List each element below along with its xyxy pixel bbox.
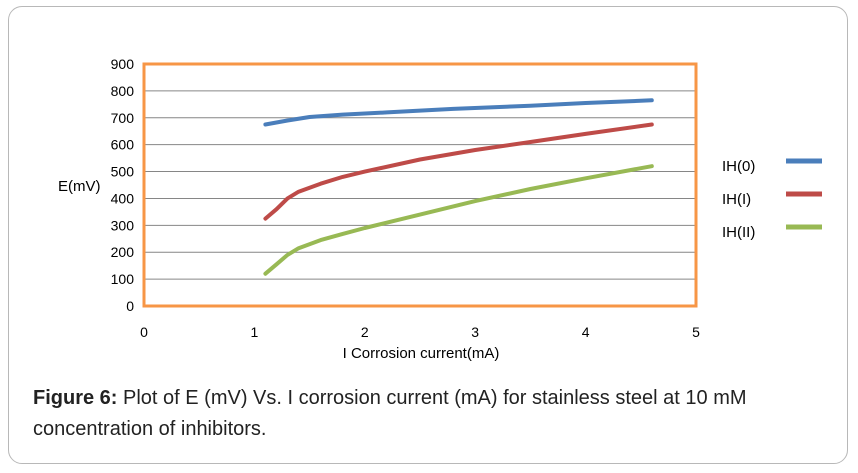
series-lines [263, 98, 654, 276]
x-tick-label: 2 [361, 324, 369, 340]
legend-label: IH(0) [722, 158, 755, 175]
y-axis-label: E(mV) [58, 178, 101, 195]
y-tick-label: 900 [111, 56, 135, 72]
series-line-0 [263, 98, 654, 127]
x-tick-label: 0 [140, 324, 148, 340]
y-tick-label: 700 [111, 110, 135, 126]
y-tick-label: 100 [111, 271, 135, 287]
y-tick-label: 0 [126, 298, 134, 314]
figure-caption: Figure 6: Plot of E (mV) Vs. I corrosion… [33, 383, 833, 445]
y-tick-label: 600 [111, 137, 135, 153]
y-tick-label: 400 [111, 190, 135, 206]
x-tick-label: 5 [692, 324, 700, 340]
y-tick-label: 300 [111, 217, 135, 233]
x-axis-label: I Corrosion current(mA) [343, 345, 500, 362]
plot-area-border [142, 62, 698, 308]
x-tick-labels: 0 1 2 3 4 5 [140, 324, 700, 340]
caption-text: Plot of E (mV) Vs. I corrosion current (… [33, 387, 747, 440]
line-chart: 0 100 200 300 400 500 600 700 800 900 0 1 2 3 4 5 E(mV… [58, 56, 822, 362]
caption-label: Figure 6: [33, 387, 118, 409]
figure-frame [8, 6, 848, 464]
gridlines [144, 90, 696, 280]
x-tick-label: 4 [582, 324, 590, 340]
y-tick-labels: 0 100 200 300 400 500 600 700 800 900 [111, 56, 135, 314]
x-tick-label: 1 [251, 324, 259, 340]
series-line-1 [263, 122, 654, 221]
y-tick-label: 500 [111, 164, 135, 180]
legend-label: IH(II) [722, 224, 755, 241]
y-tick-label: 800 [111, 83, 135, 99]
legend: IH(0) IH(I) IH(II) [722, 158, 822, 241]
legend-label: IH(I) [722, 191, 751, 208]
y-tick-label: 200 [111, 244, 135, 260]
x-tick-label: 3 [471, 324, 479, 340]
series-line-2 [263, 164, 654, 276]
